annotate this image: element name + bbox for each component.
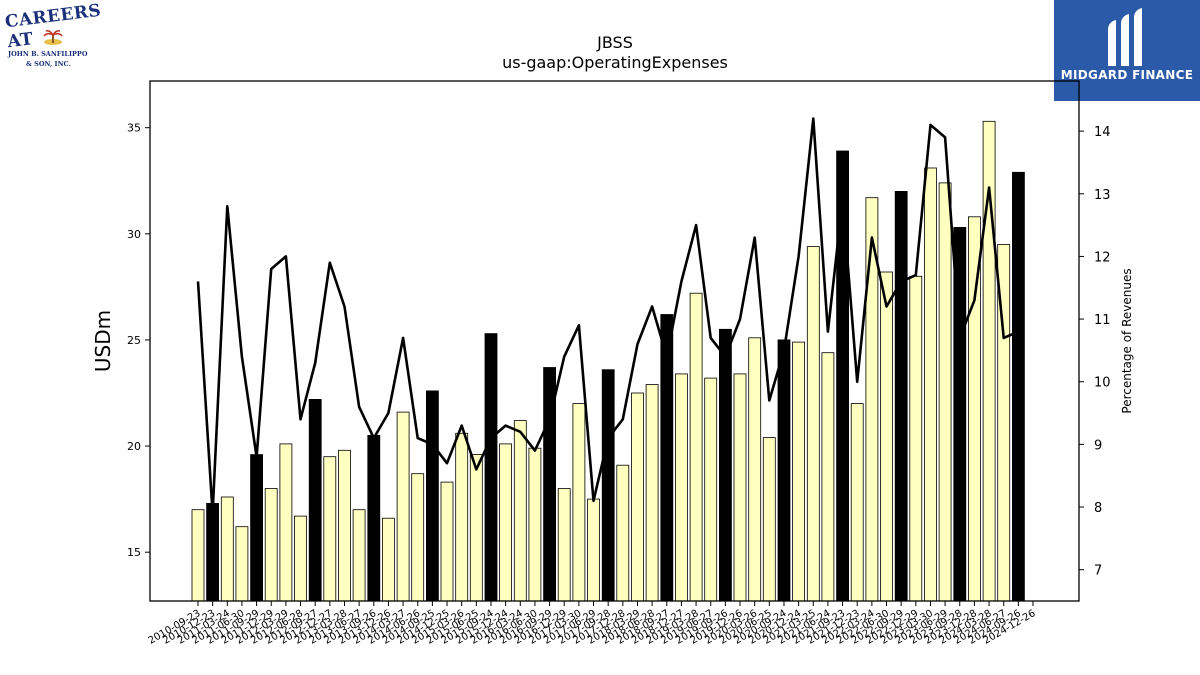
careers-logo-line2: JOHN B. SANFILIPPO: [8, 50, 88, 58]
bar-2019-12-26: [733, 373, 747, 602]
y-tick-label: 25: [127, 334, 141, 347]
bar-2014-03-27: [396, 411, 410, 602]
bar-2017-12-28: [616, 464, 630, 602]
bar-2011-09-29: [250, 454, 264, 602]
bar-2015-06-25: [469, 454, 483, 602]
bar-2012-03-29: [279, 443, 293, 602]
bar-2019-09-26: [719, 328, 732, 602]
chart-title: JBSS: [596, 33, 633, 52]
y2-tick-label: 8: [1094, 501, 1102, 516]
midgard-finance-logo: MIDGARD FINANCE: [1054, 0, 1200, 101]
series-line-percent-of-revenues: [196, 117, 1019, 515]
y-axis-left: 15 20 25 30 35: [127, 122, 150, 559]
bars-layer: [191, 120, 1025, 602]
y-axis-label: USDm: [91, 310, 115, 372]
bar-2014-09-25: [425, 390, 439, 602]
x-axis: 2010-09-232010-12-232011-03-242011-06-30…: [147, 601, 1038, 647]
y2-tick-label: 7: [1094, 564, 1102, 579]
bar-2012-09-27: [308, 398, 322, 602]
bar-2013-09-26: [367, 434, 381, 602]
midgard-logo-text: MIDGARD FINANCE: [1060, 68, 1194, 82]
y2-tick-label: 9: [1094, 438, 1102, 453]
y2-tick-label: 12: [1094, 250, 1111, 265]
bar-2018-06-28: [645, 384, 659, 602]
bar-2013-12-26: [381, 517, 395, 602]
y-tick-label: 35: [127, 122, 141, 135]
bar-2020-12-24: [792, 341, 805, 602]
bar-2015-03-26: [455, 432, 469, 602]
bar-2020-09-24: [777, 339, 791, 602]
bar-2018-12-27: [675, 373, 688, 602]
bar-2023-03-30: [924, 167, 937, 602]
bar-2014-06-26: [411, 473, 425, 602]
y-tick-label: 30: [127, 228, 141, 241]
bar-2013-06-27: [352, 509, 366, 602]
bar-2017-03-30: [572, 403, 586, 602]
midgard-logo-icon: [1108, 8, 1142, 66]
bar-2014-12-25: [440, 481, 454, 602]
y-tick-label: 20: [127, 440, 141, 453]
bar-2016-12-29: [557, 488, 571, 602]
bar-2017-06-29: [587, 498, 600, 602]
careers-logo-line3: & SON, INC.: [26, 60, 71, 68]
bar-2022-12-29: [909, 275, 923, 602]
y2-tick-label: 13: [1094, 188, 1111, 203]
y2-axis-label: Percentage of Revenues: [1120, 268, 1134, 413]
bar-2012-06-28: [294, 515, 307, 602]
bar-2020-06-25: [762, 437, 776, 602]
palm-tree-icon: [43, 30, 63, 45]
bar-2019-03-28: [689, 292, 703, 602]
bar-2011-12-29: [264, 488, 278, 602]
bar-2011-03-24: [220, 496, 234, 602]
bar-2021-09-23: [836, 150, 849, 602]
bar-2020-03-26: [748, 337, 762, 602]
bar-2015-09-24: [484, 333, 498, 602]
bar-2023-06-29: [938, 182, 952, 602]
bar-2016-03-24: [513, 420, 527, 602]
bar-2021-06-24: [821, 352, 835, 602]
bar-2017-09-28: [601, 369, 615, 602]
y-axis-right: 7 8 9 10 11 12 13 14: [1079, 125, 1111, 579]
bar-2011-06-30: [235, 526, 249, 602]
bar-2013-03-28: [338, 449, 351, 602]
y-tick-label: 15: [127, 546, 141, 559]
bar-2021-12-23: [850, 403, 864, 602]
bar-2010-12-23: [206, 502, 220, 602]
y2-tick-label: 11: [1094, 313, 1111, 328]
bar-2024-09-26: [1012, 171, 1025, 602]
bar-2019-06-27: [704, 377, 718, 602]
bar-2022-06-30: [880, 271, 893, 602]
y2-tick-label: 14: [1094, 125, 1111, 140]
bar-2010-09-23: [191, 509, 205, 602]
bar-2021-03-25: [806, 246, 820, 602]
careers-logo: CAREERS AT JOHN B. SANFILIPPO & SON, INC…: [0, 0, 110, 72]
y2-tick-label: 10: [1094, 376, 1111, 391]
bar-2016-06-30: [528, 447, 542, 602]
bar-2015-12-24: [499, 443, 513, 602]
chart-subtitle: us-gaap:OperatingExpenses: [502, 53, 728, 72]
bar-2018-03-29: [631, 392, 644, 602]
plot-frame: [149, 80, 1080, 602]
bar-2022-09-29: [894, 190, 908, 602]
bar-2012-12-27: [323, 456, 337, 602]
line-layer: [196, 117, 1019, 515]
